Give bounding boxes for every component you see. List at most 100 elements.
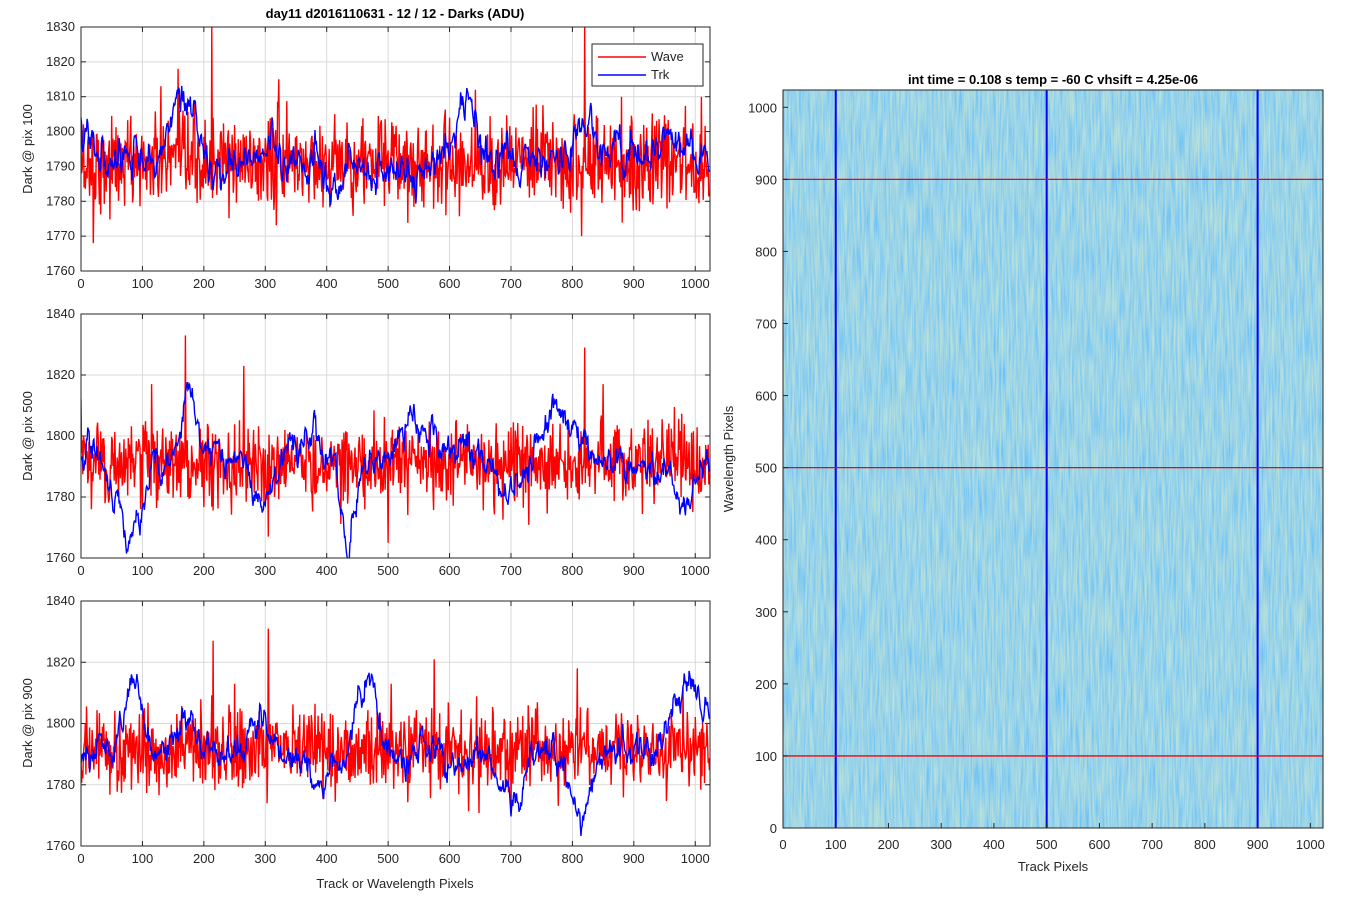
y-tick-label: 1800 <box>46 716 75 731</box>
x-tick-label: 400 <box>983 837 1005 852</box>
plot-frame <box>782 89 1324 829</box>
x-tick-label: 500 <box>1036 837 1058 852</box>
heatmap-image <box>783 90 1323 828</box>
x-tick-label: 600 <box>439 276 461 291</box>
x-tick-label: 0 <box>779 837 786 852</box>
x-tick-label: 600 <box>439 851 461 866</box>
figure-title: day11 d2016110631 - 12 / 12 - Darks (ADU… <box>266 6 525 21</box>
x-tick-label: 100 <box>132 563 154 578</box>
y-tick-label: 900 <box>755 172 777 187</box>
y-tick-label: 1000 <box>748 100 777 115</box>
x-tick-label: 200 <box>193 851 215 866</box>
x-tick-label: 0 <box>77 563 84 578</box>
x-tick-label: 500 <box>377 563 399 578</box>
x-tick-label: 600 <box>439 563 461 578</box>
series-line-trk <box>81 85 710 206</box>
x-tick-label: 800 <box>562 276 584 291</box>
y-tick-label: 1790 <box>46 158 75 173</box>
legend-trk-label: Trk <box>651 67 670 82</box>
y-tick-label: 1800 <box>46 428 75 443</box>
legend: Wave Trk <box>591 43 704 87</box>
x-tick-label: 200 <box>193 563 215 578</box>
x-axis-label: Track or Wavelength Pixels <box>316 876 474 891</box>
x-tick-label: 100 <box>825 837 847 852</box>
x-tick-label: 300 <box>254 563 276 578</box>
x-tick-label: 800 <box>1194 837 1216 852</box>
x-tick-label: 700 <box>500 276 522 291</box>
y-axis-label: Dark @ pix 500 <box>20 391 35 481</box>
marker-lines <box>783 90 1323 828</box>
y-tick-label: 700 <box>755 317 777 332</box>
x-tick-label: 300 <box>930 837 952 852</box>
series-lines <box>81 27 710 244</box>
y-tick-label: 1840 <box>46 593 75 608</box>
y-tick-label: 1760 <box>46 550 75 565</box>
x-tick-label: 200 <box>193 276 215 291</box>
x-tick-label: 900 <box>623 851 645 866</box>
x-tick-label: 900 <box>623 276 645 291</box>
plot-frame <box>80 600 711 847</box>
x-tick-label: 400 <box>316 563 338 578</box>
x-tick-label: 1000 <box>681 276 710 291</box>
x-tick-label: 0 <box>77 276 84 291</box>
y-tick-label: 1760 <box>46 263 75 278</box>
x-tick-label: 700 <box>500 851 522 866</box>
x-tick-label: 300 <box>254 851 276 866</box>
series-line-trk <box>81 670 710 836</box>
plot-frame <box>80 26 711 272</box>
line-plot-pix-100: 0 100 200 300 400 500 600 700 800 900 1000 1760 1770… <box>20 19 711 291</box>
heatmap-plot: int time = 0.108 s temp = -60 C vhsift =… <box>721 72 1325 874</box>
y-tick-label: 1760 <box>46 838 75 853</box>
x-tick-label: 400 <box>316 276 338 291</box>
x-tick-label: 300 <box>254 276 276 291</box>
x-tick-label: 100 <box>132 851 154 866</box>
x-tick-label: 900 <box>1247 837 1269 852</box>
y-tick-label: 300 <box>755 605 777 620</box>
y-axis-label: Dark @ pix 100 <box>20 104 35 194</box>
x-tick-label: 100 <box>132 276 154 291</box>
legend-box <box>591 43 704 87</box>
x-axis-label: Track Pixels <box>1018 859 1089 874</box>
y-tick-label: 1780 <box>46 489 75 504</box>
y-tick-label: 500 <box>755 461 777 476</box>
x-tick-label: 800 <box>562 851 584 866</box>
y-tick-label: 1840 <box>46 306 75 321</box>
y-tick-label: 1830 <box>46 19 75 34</box>
x-tick-label: 400 <box>316 851 338 866</box>
x-tick-label: 800 <box>562 563 584 578</box>
plot-frame <box>80 313 711 559</box>
x-tick-label: 700 <box>500 563 522 578</box>
legend-wave-label: Wave <box>651 49 684 64</box>
x-tick-label: 1000 <box>681 851 710 866</box>
heatmap-title: int time = 0.108 s temp = -60 C vhsift =… <box>908 72 1198 87</box>
y-tick-label: 800 <box>755 244 777 259</box>
x-tick-label: 600 <box>1089 837 1111 852</box>
y-tick-label: 1810 <box>46 89 75 104</box>
y-tick-label: 200 <box>755 677 777 692</box>
y-tick-label: 1800 <box>46 124 75 139</box>
series-line-wave <box>81 628 710 814</box>
y-tick-label: 1820 <box>46 54 75 69</box>
x-tick-label: 200 <box>878 837 900 852</box>
y-tick-label: 100 <box>755 749 777 764</box>
x-tick-label: 0 <box>77 851 84 866</box>
series-lines <box>81 335 710 558</box>
tick-labels: 0 100 200 300 400 500 600 700 800 900 1000 1760 1770… <box>46 19 710 291</box>
y-tick-label: 1770 <box>46 228 75 243</box>
x-tick-label: 900 <box>623 563 645 578</box>
y-tick-label: 1780 <box>46 193 75 208</box>
y-axis-label: Dark @ pix 900 <box>20 678 35 768</box>
y-tick-label: 1820 <box>46 654 75 669</box>
x-tick-label: 500 <box>377 276 399 291</box>
series-lines <box>81 628 710 836</box>
tick-labels: 0 100 200 300 400 500 600 700 800 900 1000 1760 1780… <box>46 306 710 578</box>
y-tick-label: 1820 <box>46 367 75 382</box>
line-plot-pix-900: 0 100 200 300 400 500 600 700 800 900 1000 1760 1780… <box>20 593 711 891</box>
y-axis-label: Wavelength Pixels <box>721 405 736 512</box>
x-tick-label: 1000 <box>1296 837 1325 852</box>
y-tick-label: 0 <box>770 821 777 836</box>
x-tick-label: 1000 <box>681 563 710 578</box>
x-tick-label: 500 <box>377 851 399 866</box>
line-plot-pix-500: 0 100 200 300 400 500 600 700 800 900 1000 1760 1780… <box>20 306 711 578</box>
